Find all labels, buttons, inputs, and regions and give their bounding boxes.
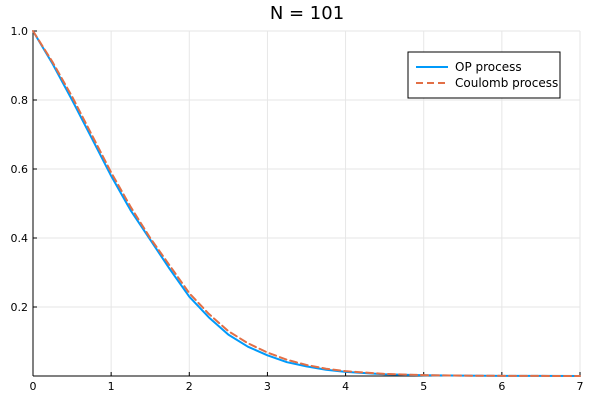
y-tick-label: 0.6	[11, 163, 29, 176]
y-tick-label: 0.2	[11, 301, 29, 314]
x-tick-label: 5	[420, 380, 427, 393]
y-tick-label: 0.8	[11, 94, 29, 107]
chart-title: N = 101	[270, 3, 344, 24]
legend-box	[407, 51, 561, 99]
x-tick-label: 3	[264, 380, 271, 393]
legend: OP process Coulomb process	[407, 51, 561, 99]
series-lines	[32, 30, 581, 377]
legend-label-coulomb-process: Coulomb process	[455, 76, 558, 90]
x-tick-label: 4	[342, 380, 349, 393]
legend-label-op-process: OP process	[455, 60, 522, 74]
series-line-coulomb-process	[32, 30, 581, 377]
x-tick-label: 1	[108, 380, 115, 393]
y-tick-label: 0.4	[11, 232, 29, 245]
y-tick-label: 1.0	[11, 25, 29, 38]
x-tick-label: 6	[498, 380, 505, 393]
x-tick-label: 2	[186, 380, 193, 393]
x-tick-label: 0	[30, 380, 37, 393]
x-tick-label: 7	[577, 380, 584, 393]
